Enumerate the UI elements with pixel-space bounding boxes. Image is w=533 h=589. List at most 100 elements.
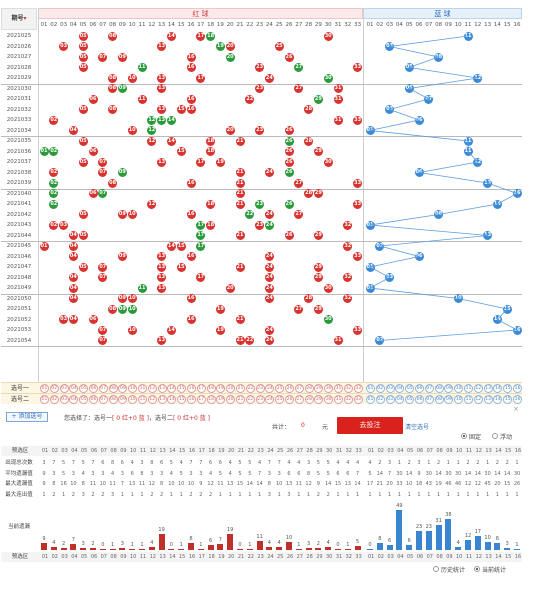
- blue-select-ball[interactable]: 06: [415, 384, 424, 393]
- red-select-ball[interactable]: 29: [314, 384, 324, 393]
- red-select-ball[interactable]: 02: [49, 384, 59, 393]
- red-select-ball[interactable]: 22: [245, 384, 255, 393]
- red-select-ball[interactable]: 26: [285, 384, 294, 393]
- red-select-ball[interactable]: 17: [196, 395, 206, 404]
- red-select-ball[interactable]: 24: [265, 395, 275, 404]
- red-select-ball[interactable]: 04: [69, 384, 79, 393]
- red-select-ball[interactable]: 16: [187, 384, 196, 393]
- red-select-ball[interactable]: 04: [69, 395, 79, 404]
- red-select-ball[interactable]: 22: [245, 395, 255, 404]
- red-select-ball[interactable]: 27: [294, 395, 304, 404]
- red-select-ball[interactable]: 03: [59, 395, 69, 404]
- current-stat-radio[interactable]: [474, 566, 480, 572]
- close-icon[interactable]: ×: [513, 405, 519, 413]
- history-stat-radio[interactable]: [433, 566, 439, 572]
- red-select-ball[interactable]: 08: [108, 384, 118, 393]
- blue-select-ball[interactable]: 10: [454, 384, 464, 393]
- blue-select-ball[interactable]: 06: [415, 395, 424, 404]
- blue-select-ball[interactable]: 01: [366, 395, 375, 404]
- red-select-ball[interactable]: 23: [255, 395, 265, 404]
- red-select-ball[interactable]: 10: [128, 395, 138, 404]
- red-select-ball[interactable]: 29: [314, 395, 324, 404]
- red-select-ball[interactable]: 32: [343, 384, 353, 393]
- blue-select-ball[interactable]: 08: [434, 395, 444, 404]
- red-select-ball[interactable]: 12: [147, 384, 157, 393]
- blue-select-ball[interactable]: 04: [395, 395, 405, 404]
- red-select-ball[interactable]: 31: [334, 384, 343, 393]
- blue-select-ball[interactable]: 09: [444, 384, 454, 393]
- blue-select-ball[interactable]: 05: [405, 384, 415, 393]
- blue-select-ball[interactable]: 15: [503, 384, 513, 393]
- blue-select-ball[interactable]: 05: [405, 395, 415, 404]
- blue-select-ball[interactable]: 03: [385, 395, 395, 404]
- blue-select-ball[interactable]: 14: [493, 384, 503, 393]
- blue-select-ball[interactable]: 13: [483, 395, 493, 404]
- red-select-ball[interactable]: 02: [49, 395, 59, 404]
- sort-down-icon[interactable]: ▾: [23, 15, 27, 22]
- red-select-ball[interactable]: 13: [157, 395, 167, 404]
- red-select-ball[interactable]: 17: [196, 384, 206, 393]
- blue-select-ball[interactable]: 16: [513, 384, 522, 393]
- red-select-ball[interactable]: 12: [147, 395, 157, 404]
- red-select-ball[interactable]: 21: [236, 384, 245, 393]
- red-select-ball[interactable]: 10: [128, 384, 138, 393]
- blue-select-ball[interactable]: 04: [395, 384, 405, 393]
- red-select-ball[interactable]: 30: [324, 395, 334, 404]
- red-select-ball[interactable]: 16: [187, 395, 196, 404]
- blue-select-ball[interactable]: 02: [375, 384, 385, 393]
- red-select-ball[interactable]: 32: [343, 395, 353, 404]
- red-select-ball[interactable]: 06: [89, 395, 98, 404]
- red-select-ball[interactable]: 05: [79, 384, 89, 393]
- red-select-ball[interactable]: 14: [167, 384, 177, 393]
- blue-select-ball[interactable]: 07: [424, 395, 434, 404]
- go-bet-button[interactable]: 去投注: [337, 417, 403, 434]
- red-select-ball[interactable]: 01: [40, 384, 49, 393]
- fixed-radio[interactable]: [461, 433, 467, 439]
- float-radio[interactable]: [492, 433, 498, 439]
- blue-select-ball[interactable]: 15: [503, 395, 513, 404]
- red-select-ball[interactable]: 18: [206, 395, 216, 404]
- blue-select-ball[interactable]: 09: [444, 395, 454, 404]
- red-select-ball[interactable]: 33: [353, 395, 363, 404]
- add-selection-button[interactable]: + 添加选号: [6, 412, 48, 422]
- red-select-ball[interactable]: 18: [206, 384, 216, 393]
- red-select-ball[interactable]: 15: [177, 384, 187, 393]
- red-select-ball[interactable]: 20: [226, 384, 236, 393]
- blue-select-ball[interactable]: 12: [473, 395, 483, 404]
- blue-select-ball[interactable]: 14: [493, 395, 503, 404]
- blue-select-ball[interactable]: 01: [366, 384, 375, 393]
- red-select-ball[interactable]: 25: [275, 395, 285, 404]
- blue-select-ball[interactable]: 11: [464, 395, 473, 404]
- red-select-ball[interactable]: 15: [177, 395, 187, 404]
- blue-select-ball[interactable]: 12: [473, 384, 483, 393]
- red-select-ball[interactable]: 33: [353, 384, 363, 393]
- red-select-ball[interactable]: 24: [265, 384, 275, 393]
- red-select-ball[interactable]: 09: [118, 395, 128, 404]
- red-select-ball[interactable]: 08: [108, 395, 118, 404]
- blue-select-ball[interactable]: 08: [434, 384, 444, 393]
- blue-select-ball[interactable]: 03: [385, 384, 395, 393]
- issue-column-header[interactable]: 期号▾: [1, 8, 37, 30]
- red-select-ball[interactable]: 30: [324, 384, 334, 393]
- red-select-ball[interactable]: 06: [89, 384, 98, 393]
- blue-select-ball[interactable]: 13: [483, 384, 493, 393]
- red-select-ball[interactable]: 21: [236, 395, 245, 404]
- red-select-ball[interactable]: 07: [98, 384, 108, 393]
- red-select-ball[interactable]: 11: [138, 384, 147, 393]
- red-select-ball[interactable]: 23: [255, 384, 265, 393]
- red-select-ball[interactable]: 13: [157, 384, 167, 393]
- blue-select-ball[interactable]: 16: [513, 395, 522, 404]
- red-select-ball[interactable]: 20: [226, 395, 236, 404]
- red-select-ball[interactable]: 11: [138, 395, 147, 404]
- red-select-ball[interactable]: 03: [59, 384, 69, 393]
- blue-select-ball[interactable]: 07: [424, 384, 434, 393]
- blue-select-ball[interactable]: 02: [375, 395, 385, 404]
- red-select-ball[interactable]: 14: [167, 395, 177, 404]
- blue-select-ball[interactable]: 10: [454, 395, 464, 404]
- red-select-ball[interactable]: 25: [275, 384, 285, 393]
- red-select-ball[interactable]: 05: [79, 395, 89, 404]
- red-select-ball[interactable]: 28: [304, 395, 314, 404]
- red-select-ball[interactable]: 28: [304, 384, 314, 393]
- red-select-ball[interactable]: 19: [216, 384, 226, 393]
- red-select-ball[interactable]: 19: [216, 395, 226, 404]
